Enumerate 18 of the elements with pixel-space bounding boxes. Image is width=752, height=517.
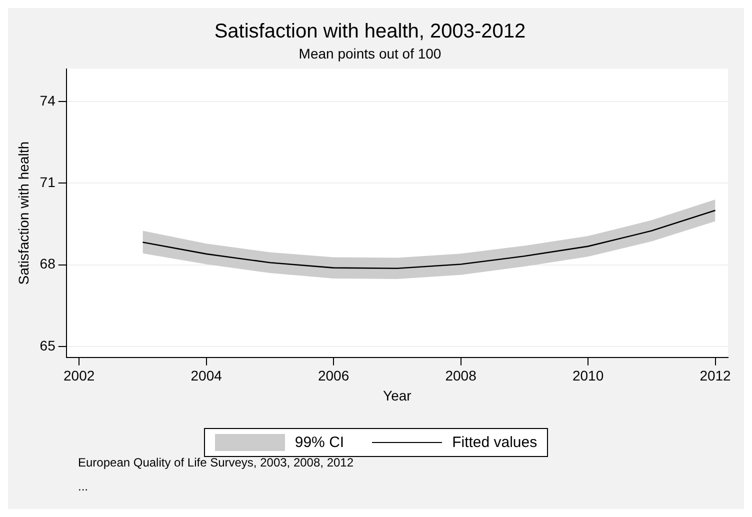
x-tick-label: 2012	[700, 368, 732, 384]
text: European Quality of Life Surveys, 2003, 2008, 2012	[78, 455, 354, 470]
x-tick-label: 2010	[572, 368, 604, 384]
legend-title: 99% CI	[294, 434, 344, 451]
legend-label: Fitted values	[452, 434, 538, 451]
x-axis-title: Year	[383, 387, 412, 404]
x-tick-label: 2008	[445, 368, 477, 384]
text: ...	[78, 479, 88, 494]
y-tick-label: 74	[40, 92, 56, 108]
x-tick-label: 2002	[64, 368, 95, 384]
y-tick-label: 65	[40, 337, 56, 354]
y-tick-label: 68	[40, 256, 56, 272]
x-tick-label: 2006	[318, 368, 350, 384]
chart-subtitle: Mean points out of 100	[298, 45, 442, 62]
x-tick-label: 2004	[190, 368, 222, 384]
y-axis-title: Satisfaction with health	[15, 142, 32, 285]
chart-title: Satisfaction with health, 2003-2012	[214, 20, 526, 43]
y-tick-label: 71	[40, 174, 56, 190]
